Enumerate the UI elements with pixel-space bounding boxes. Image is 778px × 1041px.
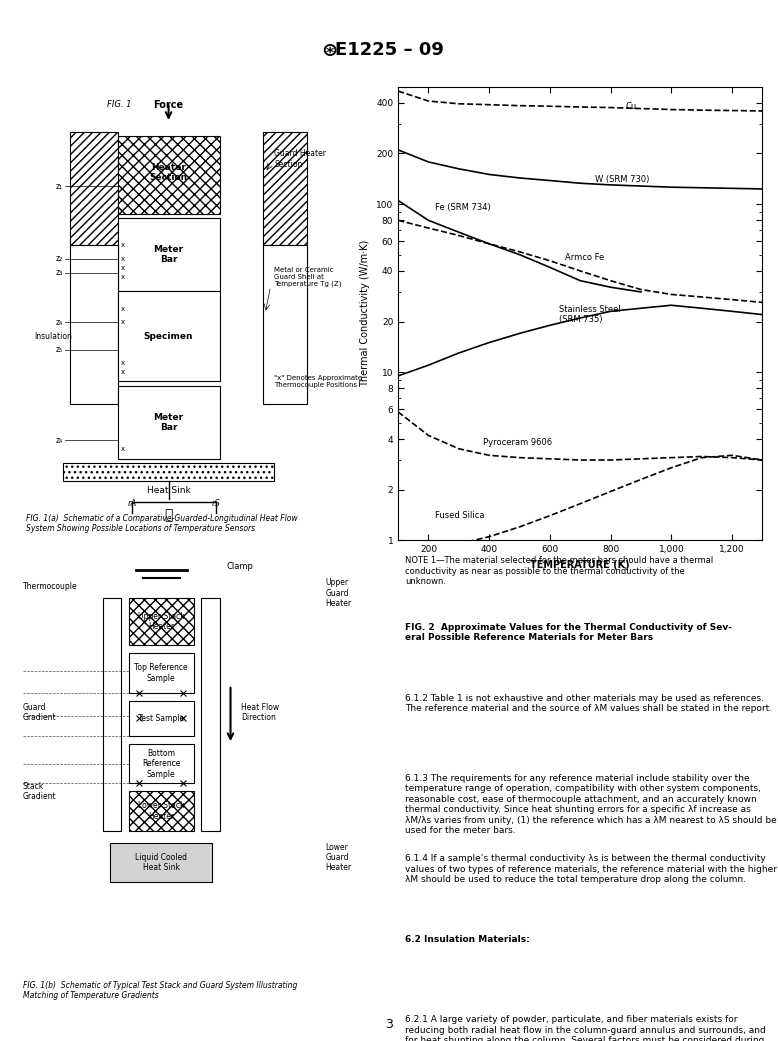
Text: Meter
Bar: Meter Bar [153,412,184,432]
Bar [128,599,194,645]
Text: Cu: Cu [626,102,637,111]
Bar [128,701,194,736]
Text: z₄: z₄ [56,436,63,445]
Text: Fused Silica: Fused Silica [435,511,484,520]
Bar [128,654,194,692]
Text: Stainless Steel
(SRM 735): Stainless Steel (SRM 735) [559,305,621,325]
Text: z₂: z₂ [56,254,63,263]
Text: Upper
Guard
Heater: Upper Guard Heater [325,579,352,608]
Text: 6.1.2 Table 1 is not exhaustive and other materials may be used as references. T: 6.1.2 Table 1 is not exhaustive and othe… [405,693,773,713]
Text: E1225 – 09: E1225 – 09 [335,42,443,59]
Text: 6.2.1 A large variety of powder, particulate, and fiber materials exists for red: 6.2.1 A large variety of powder, particu… [405,1015,770,1041]
Text: Force: Force [153,100,184,110]
Y-axis label: Thermal Conductivity (W/m·K): Thermal Conductivity (W/m·K) [360,239,370,387]
Text: Thermocouple: Thermocouple [23,582,78,590]
Text: x: x [121,274,125,280]
Text: FIG. 1(b)  Schematic of Typical Test Stack and Guard System Illustrating
Matchin: FIG. 1(b) Schematic of Typical Test Stac… [23,981,297,1000]
Text: FIG. 1(a)  Schematic of a Comparative-Guarded-Longitudinal Heat Flow
System Show: FIG. 1(a) Schematic of a Comparative-Gua… [26,514,298,533]
Bar [103,599,121,831]
Bar [117,386,219,459]
Text: Insulation: Insulation [33,332,72,340]
Bar [70,246,117,404]
Text: 6.1.3 The requirements for any reference material include stability over the tem: 6.1.3 The requirements for any reference… [405,775,777,835]
Bar [128,744,194,784]
Text: Heater
Section: Heater Section [149,163,187,182]
Text: x: x [121,265,125,271]
Bar [117,136,219,213]
Text: Top Reference
Sample: Top Reference Sample [135,663,188,683]
Text: Liquid Cooled
Heat Sink: Liquid Cooled Heat Sink [135,853,187,872]
Bar [110,842,212,882]
Text: Guard
Gradient: Guard Gradient [23,703,57,722]
Text: z₃: z₃ [56,269,63,277]
Text: x: x [121,370,125,376]
Text: Guard Heater
Section: Guard Heater Section [274,150,326,169]
Text: Armco Fe: Armco Fe [565,253,605,262]
Bar [263,132,307,246]
Text: ⊛: ⊛ [321,41,338,60]
Text: 3: 3 [385,1018,393,1031]
Text: Bottom
Reference
Sample: Bottom Reference Sample [142,748,180,779]
Text: Lower
Guard
Heater: Lower Guard Heater [325,842,352,872]
Text: rS: rS [212,500,220,508]
Text: "x" Denotes Approximate
Thermocouple Positions: "x" Denotes Approximate Thermocouple Pos… [274,375,363,388]
Text: FIG. 1: FIG. 1 [107,100,131,109]
Text: Heat Sink: Heat Sink [147,486,191,494]
Text: ⏚: ⏚ [164,508,173,523]
Text: W (SRM 730): W (SRM 730) [595,175,650,184]
X-axis label: TEMPERATURE (K): TEMPERATURE (K) [531,560,630,569]
Text: z₁: z₁ [56,182,63,191]
Bar [63,463,274,481]
Bar [117,290,219,381]
Bar [70,132,117,246]
Text: x: x [121,320,125,326]
Bar [202,599,219,831]
Text: Test Sample: Test Sample [138,714,184,722]
Bar [128,791,194,831]
Text: Heat Flow
Direction: Heat Flow Direction [241,703,279,722]
Bar [117,219,219,290]
Text: z₅: z₅ [56,346,63,354]
Text: x: x [121,243,125,249]
Text: FIG. 2  Approximate Values for the Thermal Conductivity of Sev-
eral Possible Re: FIG. 2 Approximate Values for the Therma… [405,623,732,642]
Text: Stack
Gradient: Stack Gradient [23,782,57,802]
Text: z₄: z₄ [56,318,63,327]
Text: Fe (SRM 734): Fe (SRM 734) [435,203,490,212]
Text: x: x [121,306,125,312]
Text: Specimen: Specimen [144,332,193,340]
Text: 6.2 Insulation Materials:: 6.2 Insulation Materials: [405,935,530,944]
Text: x: x [121,360,125,366]
Text: Upper Stack
Heater: Upper Stack Heater [138,612,184,632]
Text: Metal or Ceramic
Guard Shell at
Temperature Tg (Z): Metal or Ceramic Guard Shell at Temperat… [274,266,342,287]
Bar [263,246,307,404]
Text: Meter
Bar: Meter Bar [153,245,184,264]
Text: x: x [121,447,125,453]
Text: Lower Stack
Heater: Lower Stack Heater [138,802,184,820]
Text: Pyroceram 9606: Pyroceram 9606 [483,438,552,448]
Text: Clamp: Clamp [227,562,254,572]
Text: 6.1.4 If a sample’s thermal conductivity λs is between the thermal conductivity : 6.1.4 If a sample’s thermal conductivity… [405,855,777,884]
Text: rA: rA [128,500,137,508]
Text: x: x [121,256,125,262]
Text: NOTE 1—The material selected for the meter bars should have a thermal
conductivi: NOTE 1—The material selected for the met… [405,556,713,586]
